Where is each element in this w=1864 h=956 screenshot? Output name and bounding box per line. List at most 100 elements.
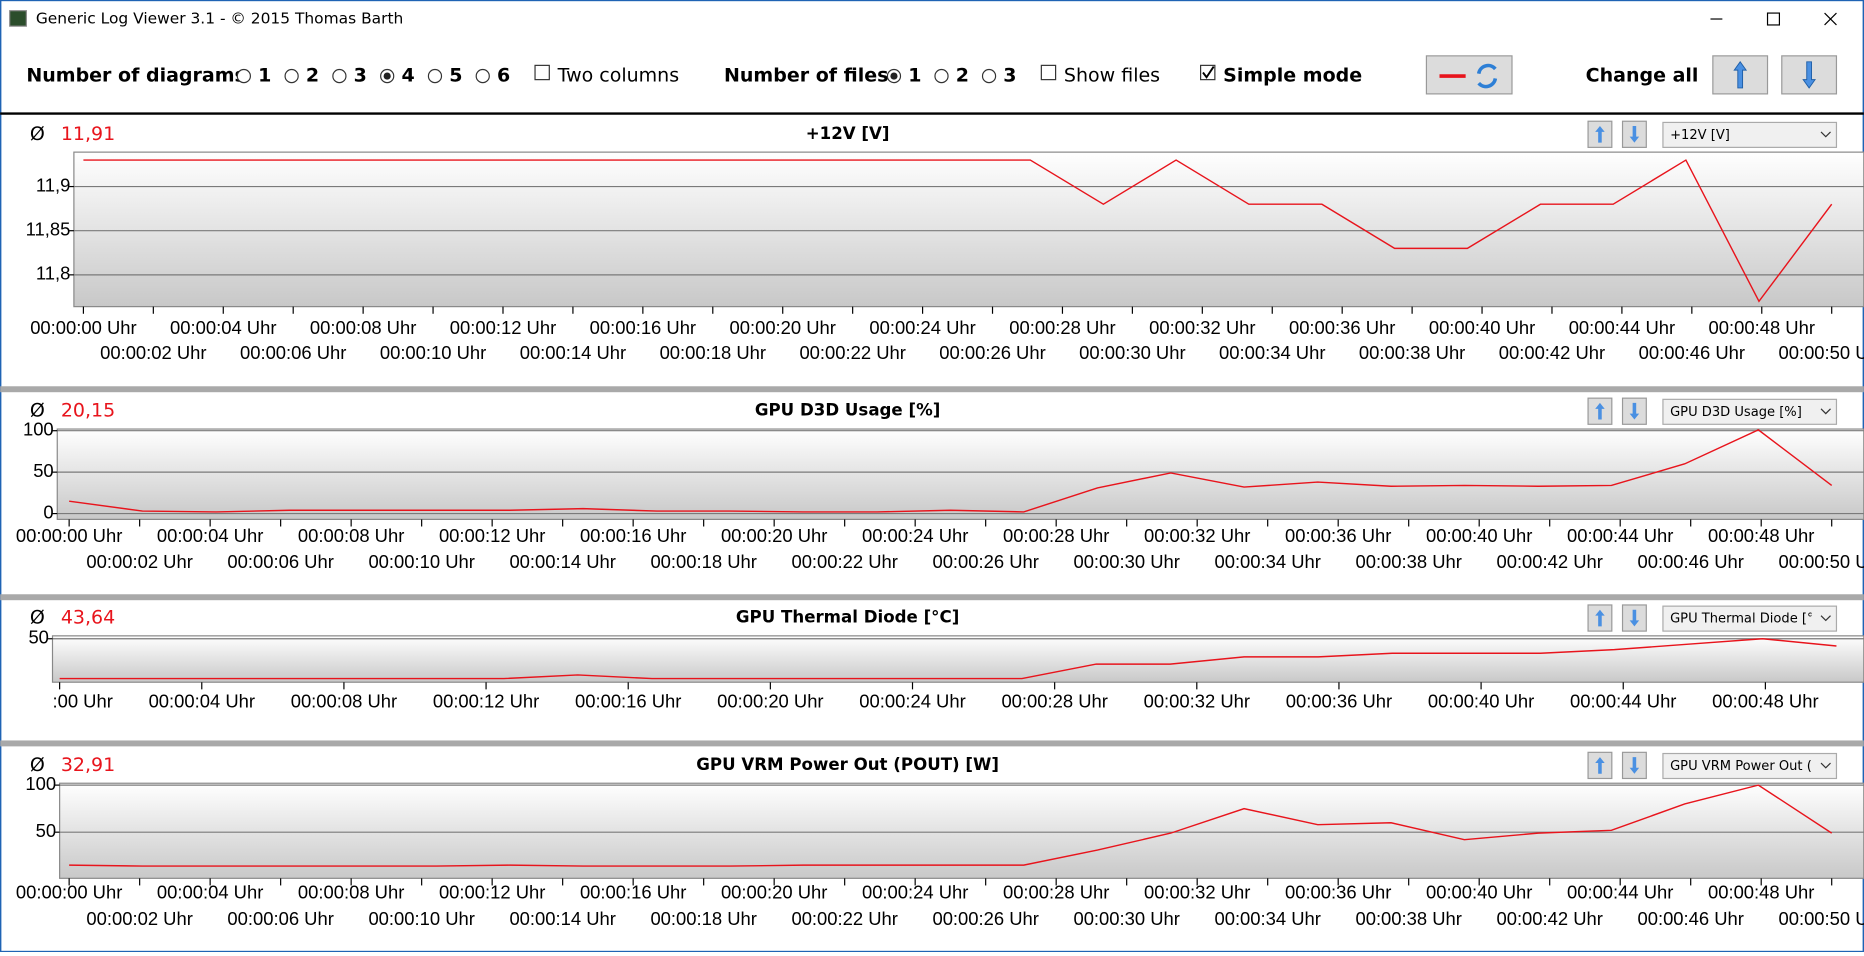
x-tick-label: 00:00:00 Uhr	[6, 690, 112, 711]
y-tick-label: 50	[36, 820, 56, 841]
dropdown-arrow	[1820, 762, 1831, 769]
x-tick-label: 00:00:26 Uhr	[932, 908, 1038, 929]
x-tick-label: 00:00:44 Uhr	[1567, 882, 1673, 903]
x-tick-label: 00:00:04 Uhr	[149, 690, 255, 711]
radio-button[interactable]	[284, 68, 299, 84]
x-tick-label: 00:00:12 Uhr	[439, 525, 545, 546]
x-tick-label: 00:00:26 Uhr	[932, 551, 1038, 572]
x-tick-label: 00:00:08 Uhr	[298, 525, 404, 546]
x-tick-label: 00:00:00 Uhr	[16, 525, 122, 546]
diagrams: Ø 11,91 +12V [V] +12V [V] 11,8 11,85 11,9 00:00…	[0, 120, 1864, 929]
x-tick-label: 00:00:24 Uhr	[869, 317, 975, 338]
arrow-icon	[1595, 757, 1605, 774]
x-tick-label: 00:00:34 Uhr	[1214, 551, 1320, 572]
checkbox-label: Simple mode	[1223, 65, 1362, 87]
move-up-all-button-icon	[1733, 60, 1748, 89]
x-tick-label: 00:00:04 Uhr	[157, 525, 263, 546]
x-tick-label: 00:00:34 Uhr	[1219, 342, 1325, 363]
average-value: 32,91	[61, 754, 115, 776]
diagram-panel: Ø 43,64 GPU Thermal Diode [°C] GPU Thermal …	[0, 594, 1864, 711]
radio-button[interactable]	[236, 68, 251, 84]
x-tick-label: 00:00:24 Uhr	[859, 690, 965, 711]
y-tick-label: 50	[28, 627, 48, 648]
maximize-button[interactable]	[1766, 12, 1781, 26]
plot-area	[51, 635, 1864, 683]
data-line	[83, 159, 1833, 303]
checkbox[interactable]	[534, 64, 550, 81]
x-tick-label: 00:00:50 Uhr	[1778, 551, 1864, 572]
panel-separator	[0, 386, 1864, 393]
close-button[interactable]	[1824, 12, 1837, 26]
checkbox-label: Show files	[1064, 65, 1160, 87]
diagram-panel: Ø 32,91 GPU VRM Power Out (POUT) [W] GPU VR…	[0, 740, 1864, 929]
y-tick-label: 100	[23, 419, 54, 440]
app-icon	[9, 10, 27, 27]
diagram-title: +12V [V]	[806, 124, 890, 143]
x-tick-label: 00:00:32 Uhr	[1144, 882, 1250, 903]
x-tick-label: 00:00:20 Uhr	[721, 525, 827, 546]
series-dropdown[interactable]	[1662, 121, 1838, 148]
dropdown-text: +12V [V]	[1670, 128, 1730, 143]
y-tick-label: 100	[25, 773, 56, 794]
average-symbol: Ø	[30, 400, 45, 422]
arrow-icon	[1629, 125, 1640, 143]
x-tick-label: 00:00:12 Uhr	[450, 317, 556, 338]
x-tick-label: 00:00:06 Uhr	[227, 908, 333, 929]
y-tick-label: 11,85	[26, 219, 71, 240]
x-tick-label: 00:00:10 Uhr	[368, 551, 474, 572]
x-tick-label: 00:00:02 Uhr	[86, 551, 192, 572]
x-tick-label: 00:00:02 Uhr	[100, 342, 206, 363]
x-tick-label: 00:00:28 Uhr	[1003, 882, 1109, 903]
check-mark	[1202, 66, 1215, 79]
x-tick-label: 00:00:48 Uhr	[1708, 525, 1814, 546]
average-value: 43,64	[61, 607, 115, 629]
radio-button[interactable]	[427, 68, 443, 84]
x-tick-label: 00:00:40 Uhr	[1426, 882, 1532, 903]
x-tick-label: 00:00:36 Uhr	[1285, 882, 1391, 903]
series-dropdown[interactable]	[1662, 605, 1838, 632]
x-tick-label: 00:00:38 Uhr	[1359, 342, 1465, 363]
checkbox-label: Two columns	[557, 65, 680, 87]
plot-area	[59, 782, 1864, 879]
x-tick-label: 00:00:00 Uhr	[30, 317, 136, 338]
radio-label: 1	[258, 65, 271, 87]
dropdown-arrow	[1820, 131, 1831, 138]
diagram-title: GPU D3D Usage [%]	[755, 401, 941, 420]
radio-dot	[890, 72, 898, 80]
x-tick-label: 00:00:24 Uhr	[862, 882, 968, 903]
arrow-icon	[1629, 402, 1640, 420]
x-tick-label: 00:00:08 Uhr	[291, 690, 397, 711]
radio-button[interactable]	[934, 68, 949, 84]
radio-label: 3	[354, 65, 367, 87]
radio-button[interactable]	[475, 68, 490, 84]
x-tick-label: 00:00:14 Uhr	[509, 908, 615, 929]
x-tick-label: 00:00:32 Uhr	[1149, 317, 1255, 338]
x-tick-label: 00:00:18 Uhr	[650, 551, 756, 572]
x-tick-label: 00:00:12 Uhr	[439, 882, 545, 903]
toolbar: Number of diagrams 1 2 3 4 5 6 Two columns Numbe…	[26, 55, 1838, 95]
checkbox[interactable]	[1040, 64, 1057, 81]
radio-label: 5	[449, 65, 462, 87]
x-tick-label: 00:00:36 Uhr	[1289, 317, 1395, 338]
data-line	[69, 784, 1833, 867]
x-tick-label: 00:00:18 Uhr	[650, 908, 756, 929]
radio-label: 2	[306, 65, 319, 87]
color-refresh-button[interactable]	[1425, 55, 1513, 95]
x-tick-label: 00:00:08 Uhr	[310, 317, 416, 338]
x-tick-label: 00:00:02 Uhr	[86, 908, 192, 929]
series-dropdown[interactable]	[1662, 398, 1838, 425]
series-dropdown[interactable]	[1662, 752, 1838, 780]
x-tick-label: 00:00:34 Uhr	[1214, 908, 1320, 929]
radio-button[interactable]	[981, 68, 997, 84]
x-tick-label: 00:00:44 Uhr	[1567, 525, 1673, 546]
x-axis: 00:00:00 Uhr 00:00:02 Uhr 00:00:04 Uhr 00:0…	[16, 878, 1864, 929]
x-tick-label: 00:00:04 Uhr	[157, 882, 263, 903]
data-line	[59, 638, 1837, 680]
x-tick-label: 00:00:28 Uhr	[1009, 317, 1115, 338]
x-tick-label: 00:00:20 Uhr	[717, 690, 823, 711]
x-tick-label: 00:00:16 Uhr	[580, 525, 686, 546]
radio-button[interactable]	[332, 68, 347, 84]
x-tick-label: 00:00:38 Uhr	[1355, 551, 1461, 572]
x-tick-label: 00:00:04 Uhr	[170, 317, 276, 338]
